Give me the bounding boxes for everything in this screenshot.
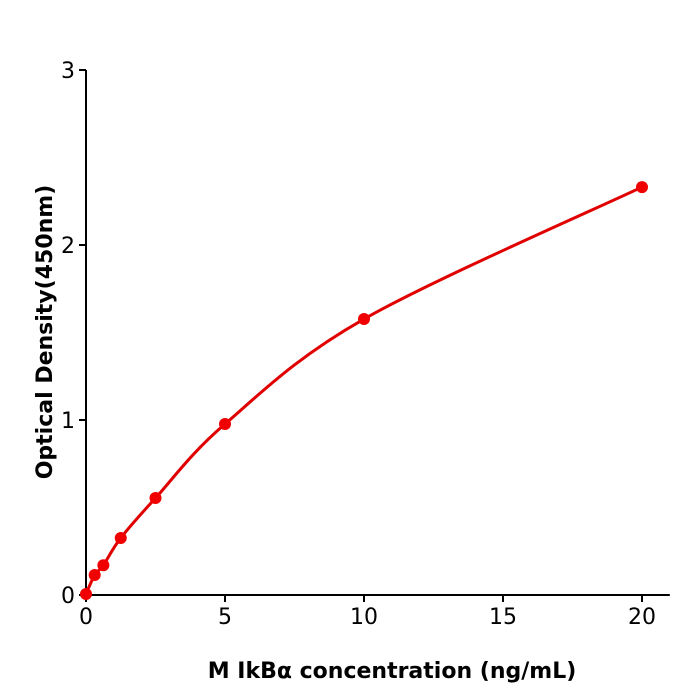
data-point xyxy=(97,559,110,572)
x-tick-label: 20 xyxy=(628,605,656,630)
data-point xyxy=(88,569,101,582)
y-tick-label: 0 xyxy=(61,584,75,609)
y-tick-label: 2 xyxy=(61,234,75,259)
data-point xyxy=(149,492,162,505)
y-tick-label: 3 xyxy=(61,59,75,84)
fit-curve xyxy=(84,185,643,595)
data-point xyxy=(114,531,127,544)
data-point xyxy=(80,587,92,600)
data-point xyxy=(636,181,648,194)
data-point xyxy=(358,313,370,326)
x-axis-label: M IkBα concentration (ng/mL) xyxy=(208,659,577,684)
y-tick-label: 1 xyxy=(61,409,75,434)
x-tick-label: 10 xyxy=(350,605,378,630)
x-tick-label: 5 xyxy=(218,605,232,630)
data-points xyxy=(80,181,648,600)
x-tick-label: 0 xyxy=(79,605,93,630)
axes: 0 5 10 15 20 0 1 2 3 xyxy=(61,59,670,630)
data-point xyxy=(219,418,231,431)
y-axis-label: Optical Density(450nm) xyxy=(33,185,58,480)
x-tick-label: 15 xyxy=(489,605,517,630)
